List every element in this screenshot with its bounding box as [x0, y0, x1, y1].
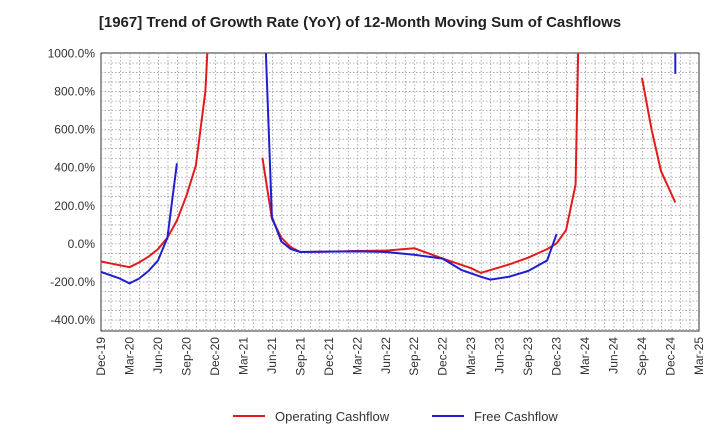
y-tick-label: -200.0%	[50, 275, 95, 289]
x-tick-label: Mar-23	[464, 337, 478, 375]
legend-item-operating-cashflow: Operating Cashflow	[233, 406, 389, 426]
x-tick-label: Jun-22	[379, 337, 393, 374]
series-line-operating-cashflow	[641, 77, 677, 203]
x-tick-label: Jun-24	[607, 337, 621, 374]
x-tick-label: Jun-23	[493, 337, 507, 374]
x-tick-label: Dec-24	[664, 337, 678, 376]
x-tick-label: Mar-25	[692, 337, 706, 375]
y-tick-label: 200.0%	[54, 199, 95, 213]
legend-swatch-operating-cashflow	[233, 415, 265, 417]
chart-legend: Operating Cashflow Free Cashflow	[0, 406, 720, 426]
x-tick-label: Mar-24	[578, 337, 592, 375]
x-tick-label: Jun-21	[265, 337, 279, 374]
y-tick-label: 400.0%	[54, 161, 95, 175]
x-tick-label: Sep-20	[179, 337, 193, 376]
y-tick-label: 1000.0%	[48, 47, 96, 61]
chart-title: [1967] Trend of Growth Rate (YoY) of 12-…	[98, 14, 622, 31]
series-line-free-cashflow	[264, 53, 558, 281]
series-group	[101, 53, 677, 285]
x-tick-label: Jun-20	[151, 337, 165, 374]
x-tick-label: Sep-24	[635, 337, 649, 376]
y-tick-label: 800.0%	[54, 85, 95, 99]
x-tick-label: Dec-20	[208, 337, 222, 376]
x-tick-label: Sep-21	[293, 337, 307, 376]
y-tick-label: 0.0%	[68, 237, 96, 251]
y-tick-label: 600.0%	[54, 123, 95, 137]
series-line-free-cashflow	[101, 163, 178, 285]
x-tick-label: Mar-20	[122, 337, 136, 375]
x-tick-label: Dec-23	[550, 337, 564, 376]
legend-label-operating-cashflow: Operating Cashflow	[275, 408, 390, 424]
x-tick-label: Dec-22	[436, 337, 450, 376]
legend-item-free-cashflow: Free Cashflow	[432, 406, 558, 426]
legend-swatch-free-cashflow	[432, 415, 464, 417]
legend-label-free-cashflow: Free Cashflow	[474, 408, 558, 424]
plot-frame	[100, 52, 700, 332]
x-tick-label: Mar-21	[236, 337, 250, 375]
y-tick-label: -400.0%	[50, 313, 95, 327]
x-tick-label: Mar-22	[350, 337, 364, 375]
x-tick-label: Sep-22	[407, 337, 421, 376]
x-tick-label: Dec-21	[322, 337, 336, 376]
x-tick-label: Dec-19	[94, 337, 108, 376]
series-line-operating-cashflow	[101, 53, 209, 269]
x-tick-label: Sep-23	[521, 337, 535, 376]
